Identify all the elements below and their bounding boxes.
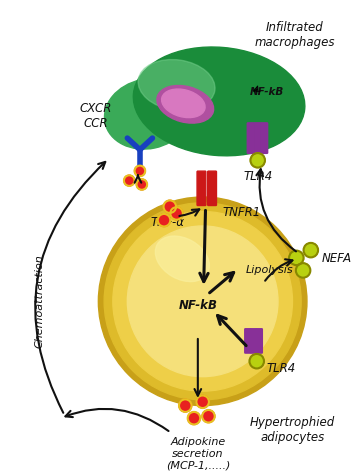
Ellipse shape: [157, 86, 214, 123]
FancyArrowPatch shape: [179, 209, 199, 216]
Text: NF-kB: NF-kB: [178, 299, 217, 312]
Text: Infiltrated
macrophages: Infiltrated macrophages: [254, 21, 334, 49]
Circle shape: [164, 200, 176, 213]
FancyBboxPatch shape: [254, 123, 261, 153]
Text: Chemoattraction: Chemoattraction: [34, 255, 45, 348]
Circle shape: [98, 197, 307, 406]
Circle shape: [135, 166, 145, 176]
Text: TNFR1: TNFR1: [223, 206, 261, 219]
Circle shape: [249, 354, 264, 369]
FancyArrowPatch shape: [218, 315, 246, 346]
FancyBboxPatch shape: [247, 123, 254, 153]
Circle shape: [296, 263, 310, 278]
Text: TLR4: TLR4: [243, 170, 272, 183]
Text: Adipokine
secretion
(MCP-1,.....): Adipokine secretion (MCP-1,.....): [166, 437, 230, 471]
Ellipse shape: [105, 79, 191, 149]
Text: CXCR
CCR: CXCR CCR: [79, 102, 111, 130]
FancyBboxPatch shape: [251, 329, 257, 353]
FancyBboxPatch shape: [208, 171, 216, 206]
Circle shape: [124, 175, 135, 186]
Text: Hypertrophied
adipocytes: Hypertrophied adipocytes: [250, 416, 335, 444]
FancyArrowPatch shape: [256, 169, 296, 251]
FancyArrowPatch shape: [210, 273, 233, 293]
FancyArrowPatch shape: [265, 259, 292, 281]
Ellipse shape: [155, 236, 210, 282]
FancyArrowPatch shape: [194, 339, 201, 396]
Circle shape: [289, 251, 304, 265]
FancyBboxPatch shape: [256, 329, 262, 353]
Ellipse shape: [138, 59, 215, 110]
FancyArrowPatch shape: [135, 175, 141, 183]
Ellipse shape: [133, 47, 305, 156]
FancyBboxPatch shape: [261, 123, 268, 153]
Text: TNF-α: TNF-α: [150, 216, 184, 228]
FancyBboxPatch shape: [197, 171, 206, 206]
Circle shape: [188, 412, 200, 425]
Circle shape: [202, 410, 215, 423]
Ellipse shape: [161, 89, 205, 118]
Circle shape: [304, 243, 318, 257]
Text: TLR4: TLR4: [266, 362, 296, 375]
Circle shape: [158, 214, 170, 227]
Circle shape: [136, 179, 147, 190]
Circle shape: [127, 226, 278, 377]
Text: NF-kB: NF-kB: [250, 87, 284, 97]
Circle shape: [251, 153, 265, 168]
FancyArrowPatch shape: [35, 162, 105, 413]
Text: NEFA: NEFA: [321, 252, 352, 266]
Circle shape: [179, 399, 191, 412]
FancyArrowPatch shape: [66, 409, 169, 431]
FancyBboxPatch shape: [245, 329, 251, 353]
Circle shape: [196, 396, 209, 408]
Text: Lipolysis: Lipolysis: [246, 266, 294, 276]
Circle shape: [113, 211, 292, 391]
Circle shape: [104, 203, 301, 400]
FancyArrowPatch shape: [200, 210, 208, 282]
Circle shape: [170, 207, 183, 220]
